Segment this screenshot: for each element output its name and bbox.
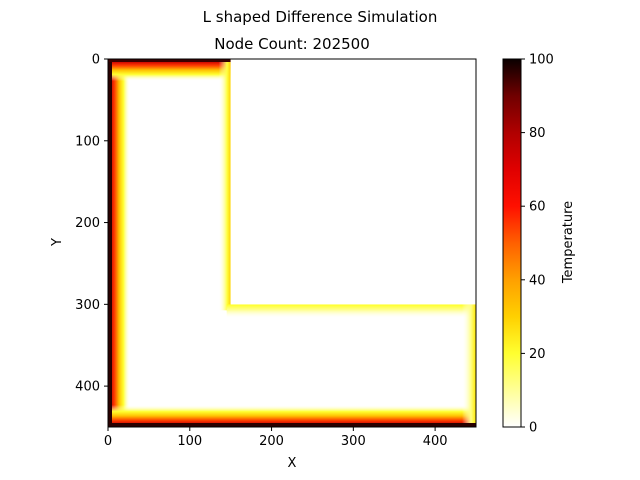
- colorbar-tick-label: 40: [529, 273, 546, 288]
- chart-suptitle: L shaped Difference Simulation: [203, 8, 438, 26]
- bottom-edge: [108, 423, 476, 427]
- chart-title: Node Count: 202500: [214, 35, 370, 53]
- y-tick-label: 100: [75, 134, 100, 149]
- x-tick-label: 200: [259, 434, 284, 449]
- right-boundary-band: [462, 304, 476, 427]
- colorbar-tick-label: 0: [529, 421, 537, 436]
- top-boundary-band: [108, 59, 231, 81]
- x-axis-label: X: [288, 456, 297, 471]
- colorbar-gradient: [503, 59, 521, 427]
- colorbar: 0 20 40 60 80 100: [502, 53, 554, 436]
- y-tick-label: 400: [75, 380, 100, 395]
- left-boundary-band: [108, 59, 130, 427]
- interior-region: [108, 59, 476, 427]
- colorbar-tick-label: 100: [529, 53, 554, 68]
- step-top-boundary-band: [226, 304, 476, 319]
- colorbar-frame: [502, 58, 522, 428]
- colorbar-tick-label: 20: [529, 347, 546, 362]
- x-axis-ticks: 0 100 200 300 400: [104, 427, 448, 449]
- top-edge: [108, 59, 231, 62]
- heatmap-image: [108, 59, 476, 427]
- bottom-boundary-band: [108, 405, 476, 427]
- axes-frame: [107, 58, 477, 428]
- y-tick-label: 0: [92, 53, 100, 68]
- colorbar-tick-label: 80: [529, 126, 546, 141]
- x-tick-label: 400: [423, 434, 448, 449]
- y-axis-label: Y: [50, 238, 65, 247]
- left-edge: [108, 59, 112, 427]
- x-tick-label: 300: [341, 434, 366, 449]
- y-tick-label: 200: [75, 216, 100, 231]
- x-tick-label: 0: [104, 434, 112, 449]
- y-axis-ticks: 0 100 200 300 400: [75, 53, 108, 395]
- inner-right-boundary-band: [218, 59, 231, 311]
- temperature-field: [108, 59, 476, 427]
- colorbar-tick-label: 60: [529, 200, 546, 215]
- x-tick-label: 100: [177, 434, 202, 449]
- colorbar-label: Temperature: [561, 201, 576, 284]
- y-tick-label: 300: [75, 298, 100, 313]
